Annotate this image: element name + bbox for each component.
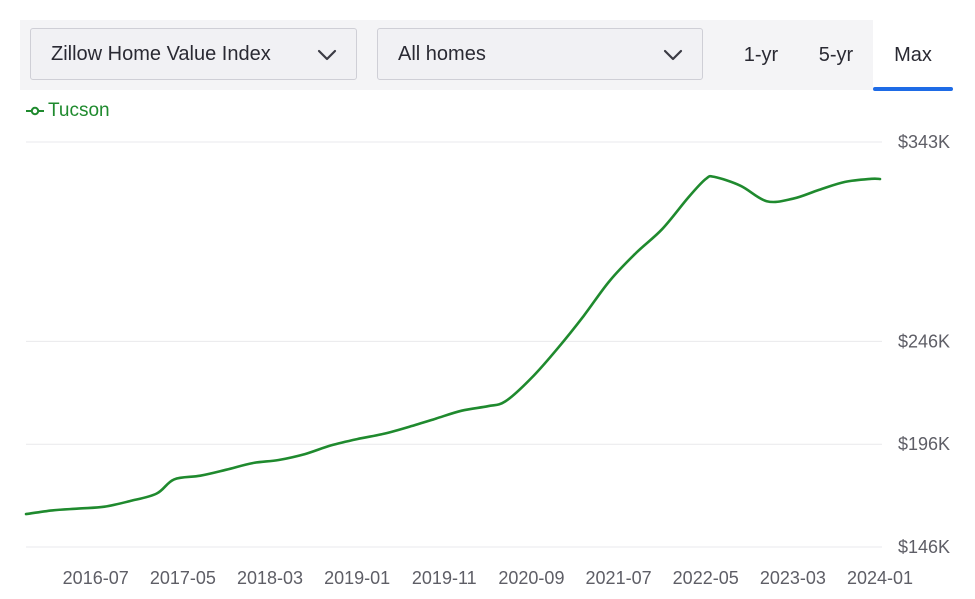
x-tick-label: 2019-11 <box>412 568 477 588</box>
tab-max[interactable]: Max <box>873 20 953 91</box>
tab-5-yr[interactable]: 5-yr <box>800 20 872 90</box>
gridlines <box>26 141 882 548</box>
x-tick-label: 2024-01 <box>847 568 913 588</box>
x-axis-ticks: 2016-07 2017-05 2018-03 2019-01 2019-11 2020-… <box>63 568 913 588</box>
home-type-select[interactable]: All homes <box>377 28 703 80</box>
x-tick-label: 2022-05 <box>673 568 739 588</box>
tab-label: 5-yr <box>818 43 854 66</box>
tab-label: Max <box>894 43 932 66</box>
y-axis-ticks: $146K $196K $246K $343K <box>898 132 950 557</box>
y-tick-label: $246K <box>898 331 950 351</box>
series-line-tucson[interactable] <box>24 174 882 516</box>
y-tick-label: $343K <box>898 132 950 152</box>
index-select-value: Zillow Home Value Index <box>51 42 271 65</box>
chevron-down-icon <box>663 49 683 61</box>
home-type-select-value: All homes <box>398 42 486 65</box>
y-tick-label: $196K <box>898 434 950 454</box>
y-tick-label: $146K <box>898 537 950 557</box>
legend-series-name: Tucson <box>48 100 110 121</box>
active-tab-indicator <box>873 87 953 91</box>
x-tick-label: 2017-05 <box>150 568 216 588</box>
x-tick-label: 2020-09 <box>498 568 564 588</box>
tab-1-yr[interactable]: 1-yr <box>722 20 800 90</box>
x-tick-label: 2023-03 <box>760 568 826 588</box>
chart-controls: Zillow Home Value Index All homes 1-yr 5… <box>20 20 953 91</box>
chart-legend[interactable]: Tucson <box>26 99 110 123</box>
x-tick-label: 2018-03 <box>237 568 303 588</box>
x-tick-label: 2016-07 <box>63 568 129 588</box>
series-layer <box>24 174 882 516</box>
index-select[interactable]: Zillow Home Value Index <box>30 28 357 80</box>
x-tick-label: 2021-07 <box>586 568 652 588</box>
line-marker-icon <box>26 106 44 116</box>
chevron-down-icon <box>317 49 337 61</box>
tab-label: 1-yr <box>743 43 779 66</box>
x-tick-label: 2019-01 <box>324 568 390 588</box>
